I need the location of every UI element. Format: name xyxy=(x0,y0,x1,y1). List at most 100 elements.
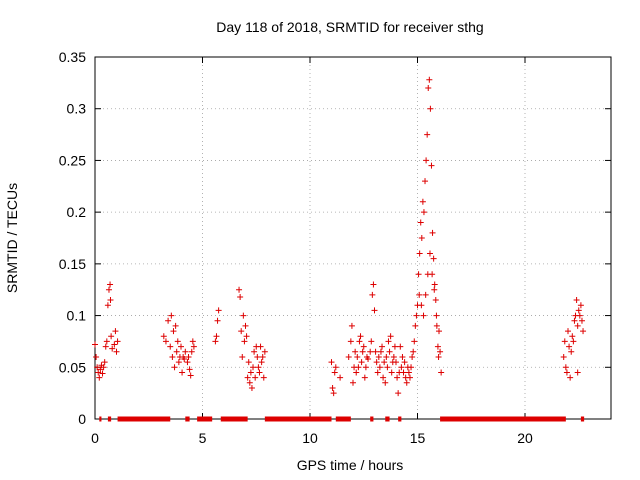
data-point xyxy=(418,302,425,309)
data-point xyxy=(383,353,390,360)
data-point xyxy=(330,390,337,397)
data-point xyxy=(387,333,394,340)
data-point xyxy=(328,359,335,366)
data-point xyxy=(95,369,102,376)
data-point xyxy=(360,343,367,350)
data-point xyxy=(337,374,344,381)
data-point xyxy=(93,353,100,360)
y-tick-label: 0.3 xyxy=(67,101,87,117)
data-point xyxy=(100,364,107,371)
data-point xyxy=(567,374,574,381)
data-point xyxy=(357,333,364,340)
data-point xyxy=(416,250,423,257)
data-point xyxy=(384,364,391,371)
data-point xyxy=(390,353,397,360)
chart-title: Day 118 of 2018, SRMTID for receiver sth… xyxy=(216,19,483,35)
data-point xyxy=(165,317,172,324)
x-tick-label: 15 xyxy=(410,430,426,446)
data-point xyxy=(260,374,267,381)
data-point xyxy=(373,359,380,366)
data-point xyxy=(329,384,336,391)
data-point xyxy=(425,85,432,92)
data-point xyxy=(410,348,417,355)
data-point xyxy=(370,281,377,288)
data-point xyxy=(406,374,413,381)
data-point xyxy=(103,338,110,345)
x-tick-label: 20 xyxy=(517,430,533,446)
data-point xyxy=(575,307,582,314)
data-point xyxy=(362,364,369,371)
data-point xyxy=(332,364,339,371)
data-point xyxy=(240,312,247,319)
data-point xyxy=(426,250,433,257)
data-point xyxy=(215,307,222,314)
y-tick-label: 0.05 xyxy=(59,359,86,375)
data-point xyxy=(418,235,425,241)
data-point xyxy=(162,338,169,345)
data-point xyxy=(434,343,441,350)
data-point xyxy=(412,322,419,329)
data-point xyxy=(429,271,436,278)
data-point xyxy=(381,359,388,366)
data-point xyxy=(181,356,188,363)
data-point xyxy=(394,374,401,381)
data-point xyxy=(238,328,245,335)
data-point xyxy=(352,348,359,355)
data-point xyxy=(184,359,191,366)
y-axis-ticks: 0 0.05 0.1 0.15 0.2 0.25 0.3 0.35 xyxy=(59,49,611,427)
data-point xyxy=(431,286,438,293)
data-point xyxy=(261,348,268,355)
data-point xyxy=(347,338,354,345)
data-point xyxy=(182,348,189,355)
y-tick-label: 0.35 xyxy=(59,49,86,65)
data-point xyxy=(105,286,112,293)
data-point xyxy=(561,338,568,345)
data-point xyxy=(372,348,379,355)
data-point xyxy=(388,369,395,376)
data-point xyxy=(109,345,116,352)
data-point xyxy=(437,348,444,355)
data-point xyxy=(178,343,184,350)
data-point xyxy=(573,297,580,304)
data-point xyxy=(376,364,383,371)
data-point xyxy=(213,333,220,340)
data-point xyxy=(259,353,266,360)
data-point xyxy=(409,353,416,360)
data-point xyxy=(382,379,389,386)
data-point xyxy=(257,343,264,350)
data-point xyxy=(566,343,573,350)
data-point xyxy=(247,369,254,376)
data-point xyxy=(359,348,366,355)
data-point xyxy=(395,390,402,397)
data-point xyxy=(419,198,426,205)
data-point xyxy=(171,364,178,371)
data-point xyxy=(111,341,118,348)
data-point xyxy=(250,364,257,371)
data-point xyxy=(371,307,378,314)
data-point xyxy=(397,343,404,350)
data-point xyxy=(391,343,398,350)
data-point xyxy=(96,374,103,381)
data-point xyxy=(236,286,243,293)
data-point xyxy=(574,322,581,329)
y-tick-label: 0.25 xyxy=(59,152,86,168)
data-point xyxy=(354,353,361,360)
data-point xyxy=(239,353,246,360)
data-point xyxy=(570,338,577,345)
data-point xyxy=(367,348,374,355)
data-point xyxy=(179,369,186,376)
data-point xyxy=(438,369,445,376)
x-tick-label: 5 xyxy=(199,430,207,446)
data-point xyxy=(245,359,252,366)
data-point xyxy=(379,343,386,350)
data-point xyxy=(436,328,442,335)
data-point xyxy=(252,374,259,381)
data-point xyxy=(405,369,412,376)
data-point xyxy=(212,338,219,345)
data-point xyxy=(350,379,356,386)
data-point xyxy=(422,178,429,185)
data-point xyxy=(415,271,422,278)
data-point xyxy=(97,366,104,373)
data-point xyxy=(107,281,114,288)
